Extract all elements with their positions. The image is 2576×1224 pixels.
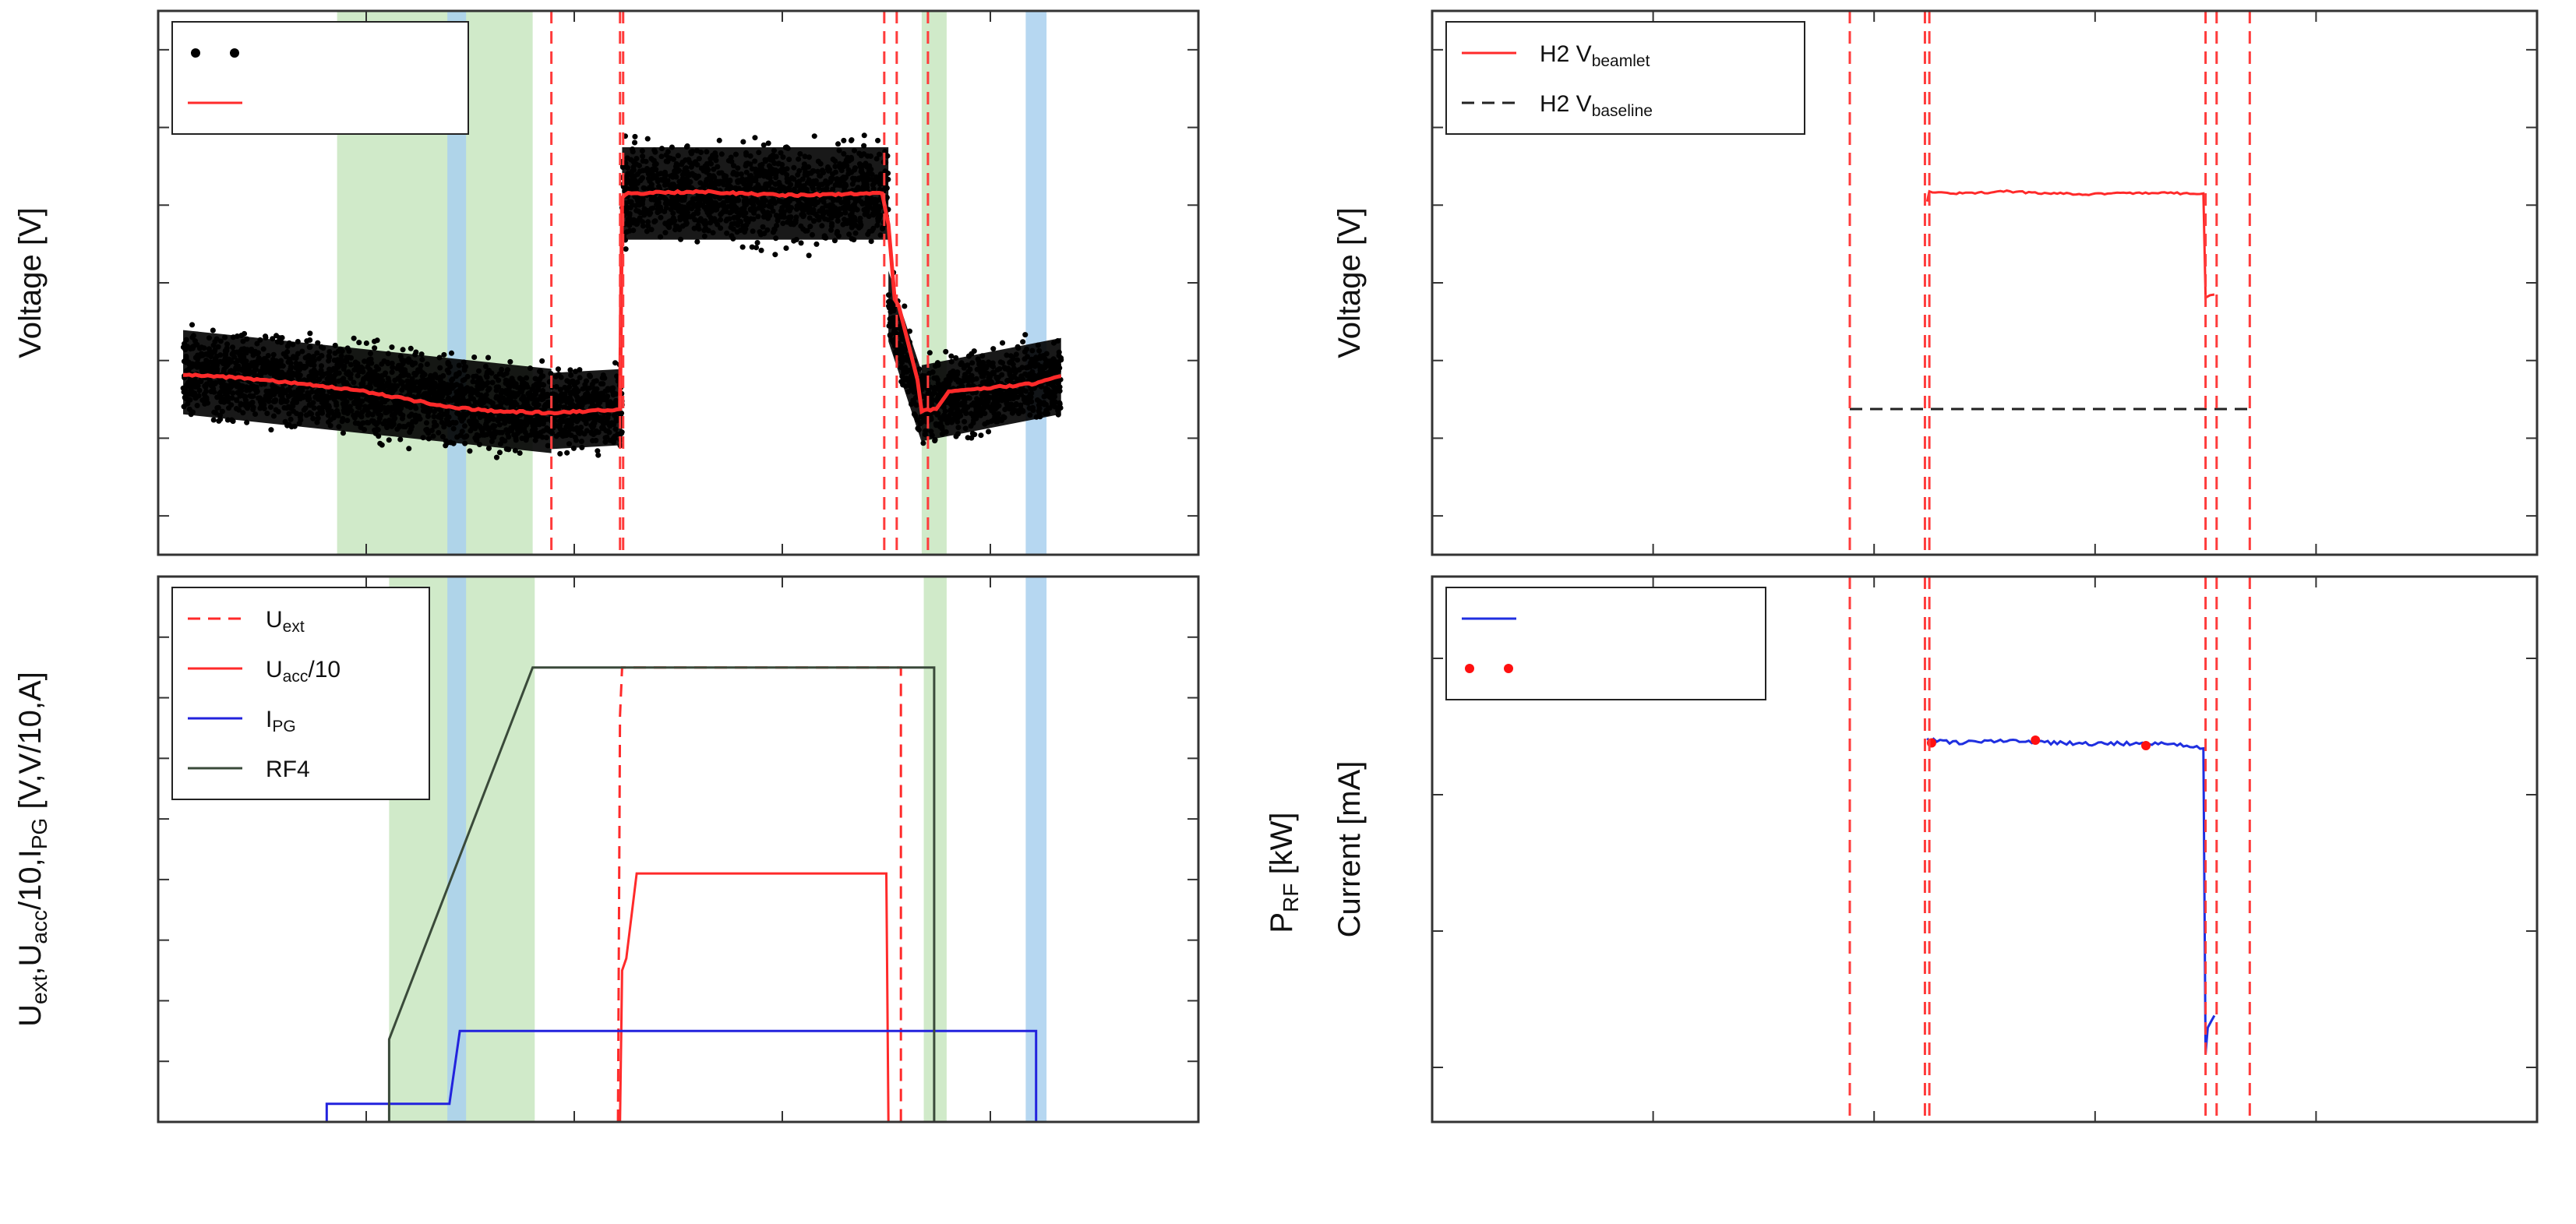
axes-frame: [1431, 575, 2539, 1123]
panel-d: Current [mA]: [1332, 575, 2539, 1123]
legend-box: [171, 21, 469, 135]
series-rf4: [387, 666, 936, 1122]
y2-axis-label: PRF [kW]: [1265, 812, 1303, 933]
series-ipg: [325, 1029, 1038, 1122]
shaded-region: [1025, 11, 1047, 555]
legend-marker: [1504, 664, 1513, 673]
axes-frame: [157, 575, 1200, 1123]
legend-box: [171, 587, 430, 800]
plot-area: [1848, 11, 2251, 555]
scatter-band: [551, 369, 623, 450]
y-axis-label: Voltage [V]: [1332, 207, 1367, 358]
y-axis-label: Uext,Uacc/10,IPG [V,V/10,A]: [13, 672, 51, 1027]
legend-marker: [230, 48, 239, 58]
legend-marker: [1465, 664, 1474, 673]
series-uext: [616, 666, 902, 1122]
legend-label: RF4: [266, 757, 310, 782]
legend-label: Uacc/10: [266, 657, 341, 686]
legend-label: Uext: [266, 607, 305, 636]
legend-box: [1445, 21, 1805, 135]
panel-a: Voltage [V]: [13, 9, 1200, 556]
plot-area: [1848, 577, 2251, 1122]
series-h2-vbeamlet: [1925, 189, 2215, 300]
series-h2-i: [1926, 737, 2216, 1054]
panel-b: PRF [kW] Uext,Uacc/10,IPG [V,V/10,A] Uext U…: [13, 575, 1303, 1123]
legend-box: [1445, 587, 1766, 700]
data-point: [2031, 735, 2041, 745]
legend-label: H2 Vbeamlet: [1540, 41, 1650, 70]
legend-marker: [191, 48, 200, 58]
shaded-region: [921, 11, 947, 555]
legend-label: IPG: [266, 707, 296, 735]
legend-label: H2 Vbaseline: [1540, 91, 1653, 120]
panel-c: Voltage [V] H2 Vbeamlet H2 Vbaseline: [1332, 9, 2539, 556]
plot-area: [325, 577, 1047, 1122]
y-axis-label: Current [mA]: [1332, 761, 1367, 938]
series-uacc-10: [619, 872, 890, 1122]
scatter-band: [888, 270, 922, 443]
data-point: [2141, 741, 2151, 750]
y-axis-label: Voltage [V]: [13, 207, 48, 358]
